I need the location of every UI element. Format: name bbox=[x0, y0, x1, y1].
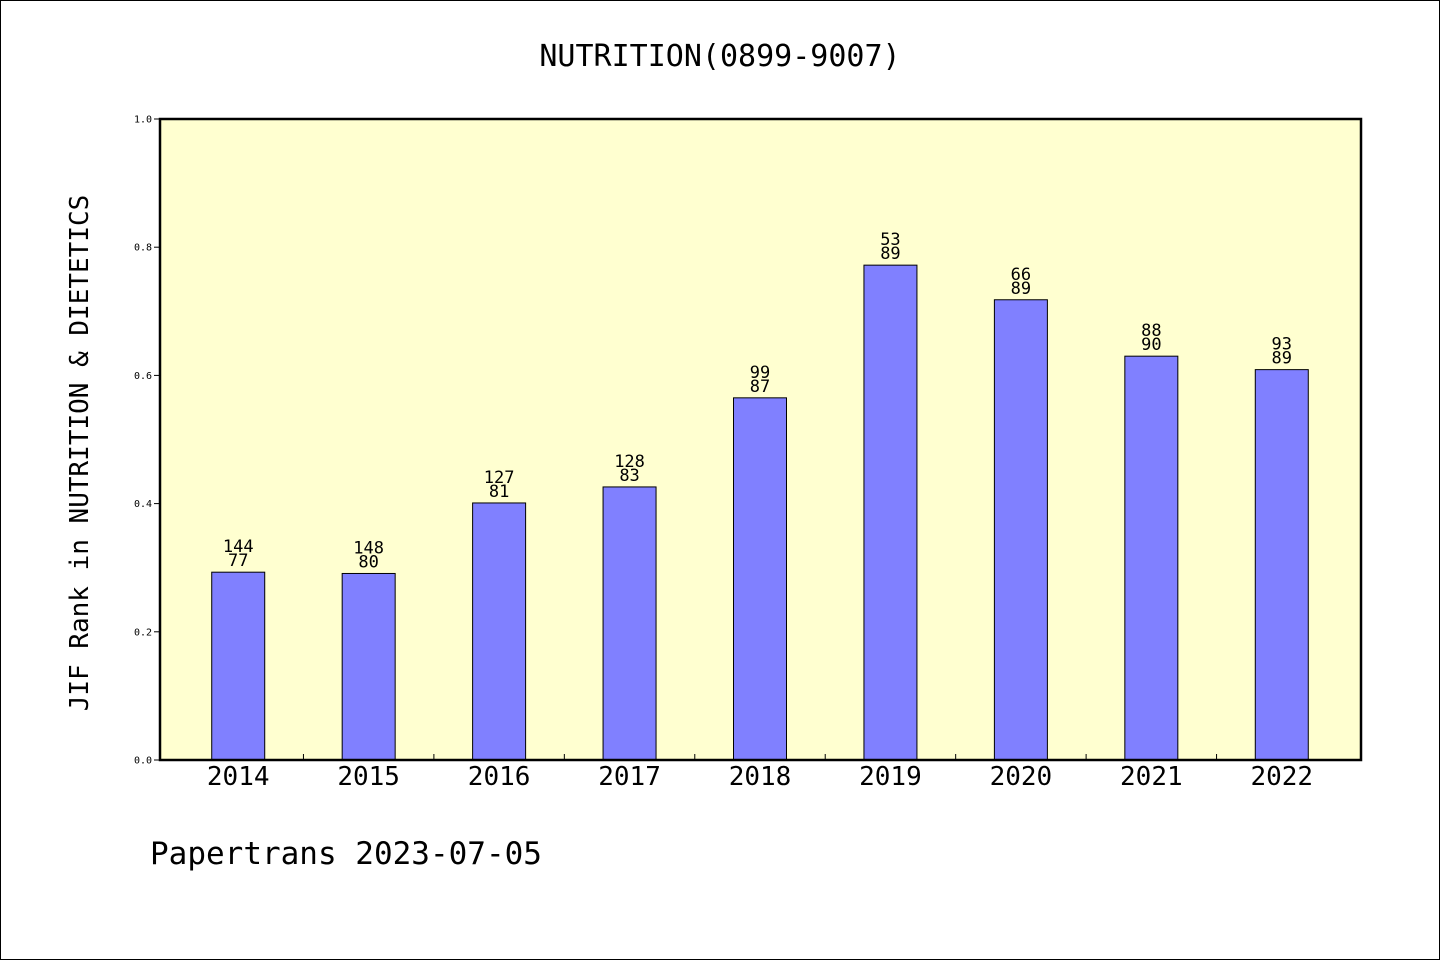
data-label-rank-2018: 99 bbox=[750, 363, 770, 383]
y-tick-label: 0.0 bbox=[134, 756, 152, 767]
data-label-rank-2021: 88 bbox=[1141, 321, 1161, 341]
bar-2015 bbox=[341, 572, 396, 761]
x-tick-label-2014: 2014 bbox=[207, 762, 270, 792]
data-label-total-2014: 77 bbox=[228, 551, 248, 571]
x-tick-label-2021: 2021 bbox=[1120, 762, 1183, 792]
x-tick-label-2017: 2017 bbox=[598, 762, 661, 792]
data-label-total-2017: 83 bbox=[619, 466, 639, 486]
x-axis: 2014 2015 2016 2017 2018 2019 2020 2021 2022 bbox=[207, 754, 1313, 792]
y-tick-label: 0.8 bbox=[134, 243, 152, 254]
data-label-total-2015: 80 bbox=[358, 552, 378, 572]
data-label-total-2022: 89 bbox=[1272, 349, 1292, 369]
chart-title: NUTRITION(0899-9007) bbox=[539, 39, 900, 74]
data-label-rank-2019: 53 bbox=[880, 230, 900, 250]
data-label-rank-2022: 93 bbox=[1272, 335, 1292, 355]
x-tick-label-2022: 2022 bbox=[1250, 762, 1313, 792]
x-tick-label-2015: 2015 bbox=[337, 762, 400, 792]
footer-source-date: Papertrans 2023-07-05 bbox=[150, 836, 542, 872]
bar-2019 bbox=[863, 264, 918, 761]
bar-2020 bbox=[993, 299, 1048, 761]
x-tick-label-2020: 2020 bbox=[990, 762, 1053, 792]
y-tick-label: 0.2 bbox=[134, 627, 152, 638]
data-label-rank-2017: 128 bbox=[614, 452, 645, 472]
bar-2017 bbox=[602, 486, 657, 761]
bar-2016 bbox=[472, 502, 527, 761]
bar-2021 bbox=[1124, 355, 1179, 761]
y-tick-label: 0.6 bbox=[134, 371, 152, 382]
data-label-rank-2015: 148 bbox=[353, 538, 384, 558]
y-axis: 0.0 0.2 0.4 0.6 0.8 1.0 bbox=[134, 115, 160, 767]
x-tick-label-2018: 2018 bbox=[729, 762, 792, 792]
bar-2018 bbox=[733, 397, 787, 761]
data-label-rank-2020: 66 bbox=[1011, 265, 1031, 285]
x-tick-label-2016: 2016 bbox=[468, 762, 531, 792]
bar-2014 bbox=[211, 571, 266, 761]
data-label-total-2021: 90 bbox=[1141, 335, 1161, 355]
data-label-rank-2014: 144 bbox=[223, 537, 254, 557]
data-label-total-2018: 87 bbox=[750, 377, 770, 397]
y-tick-label: 0.4 bbox=[134, 499, 152, 510]
y-axis-label: JIF Rank in NUTRITION & DIETETICS bbox=[65, 195, 95, 712]
bar-2022 bbox=[1254, 369, 1309, 761]
data-label-total-2016: 81 bbox=[489, 482, 509, 502]
data-label-rank-2016: 127 bbox=[484, 468, 515, 488]
x-tick-label-2019: 2019 bbox=[859, 762, 922, 792]
data-label-total-2019: 89 bbox=[880, 244, 900, 264]
data-label-total-2020: 89 bbox=[1011, 279, 1031, 299]
plot-border bbox=[158, 117, 1363, 762]
y-tick-label: 1.0 bbox=[134, 115, 152, 126]
bars-group bbox=[211, 264, 1309, 761]
